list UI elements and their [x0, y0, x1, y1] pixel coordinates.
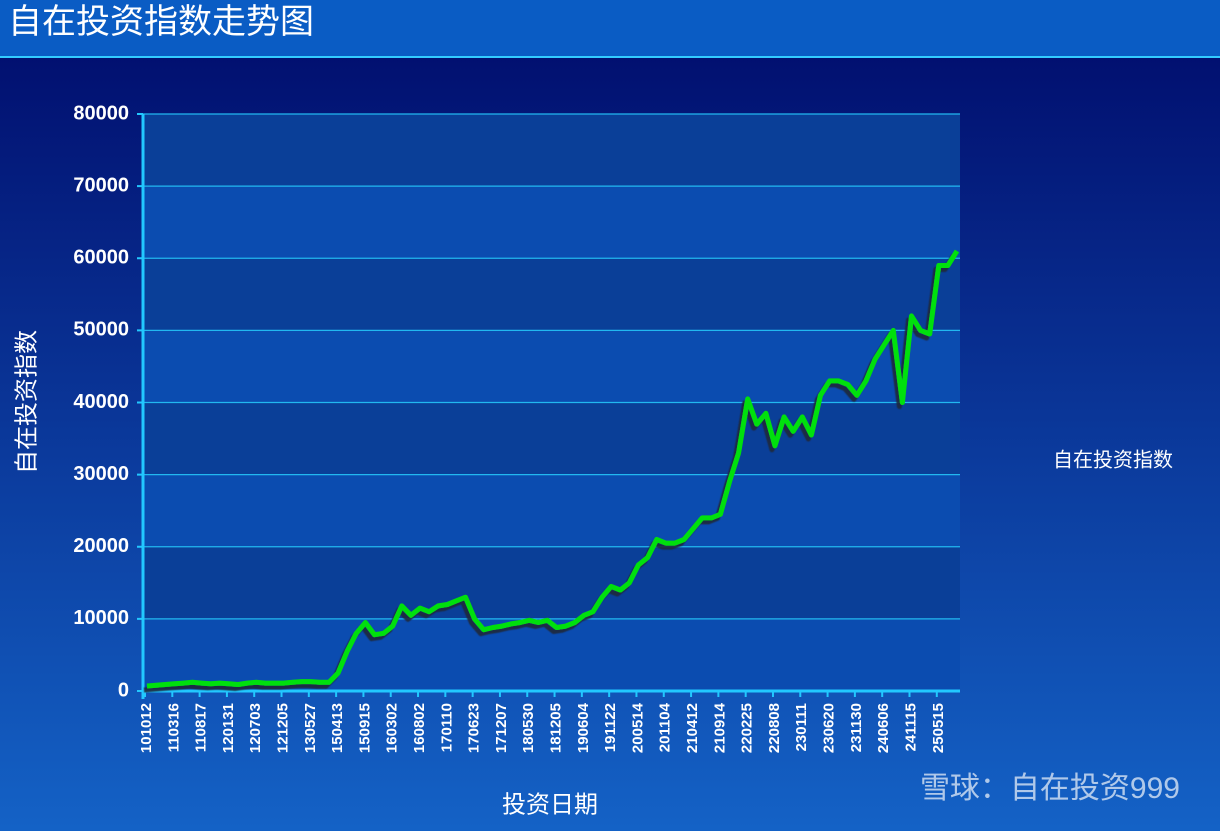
x-tick-label: 130527 [302, 703, 319, 753]
x-tick-label: 181205 [548, 703, 565, 753]
y-axis-label: 自在投资指数 [13, 330, 40, 474]
x-tick-label: 160802 [411, 703, 428, 753]
y-tick-label: 40000 [73, 391, 129, 413]
x-tick-label: 170110 [438, 703, 455, 752]
y-tick-label: 60000 [73, 247, 129, 269]
band [143, 330, 960, 403]
x-tick-label: 150413 [329, 703, 346, 753]
band [143, 474, 960, 547]
x-tick-label: 201104 [657, 702, 674, 752]
x-tick-label: 120131 [220, 703, 237, 753]
watermark: 雪球：自在投资999 [920, 772, 1180, 805]
x-tick-label: 171207 [493, 703, 510, 753]
x-tick-label: 150915 [356, 703, 373, 753]
x-tick-label: 180530 [520, 703, 537, 753]
plot-area: 0 10000 20000 30000 40000 50000 60000 70000 8000… [73, 102, 960, 753]
band [143, 618, 960, 691]
x-tick-label: 230620 [821, 703, 838, 753]
band [143, 114, 960, 187]
x-tick-label: 101012 [138, 703, 155, 753]
y-tick-label: 50000 [73, 319, 129, 341]
x-tick-label: 210914 [711, 702, 728, 753]
band [143, 186, 960, 259]
x-tick-label: 220225 [739, 703, 756, 753]
y-tick-label: 20000 [73, 535, 129, 557]
y-tick-label: 80000 [73, 102, 129, 124]
x-tick-label: 230111 [793, 703, 810, 751]
x-tick-label: 121205 [274, 703, 291, 753]
x-tick-label: 200514 [629, 702, 646, 753]
x-tick-label: 241115 [902, 703, 919, 751]
x-tick-label: 190604 [575, 702, 592, 753]
x-tick-label: 210412 [684, 703, 701, 753]
band [143, 546, 960, 619]
x-tick-label: 160302 [384, 703, 401, 753]
x-tick-label: 120703 [247, 703, 264, 753]
band [143, 258, 960, 331]
x-tick-label: 170623 [466, 703, 483, 753]
y-tick-label: 30000 [73, 463, 129, 485]
title-bar [0, 0, 1220, 56]
x-tick-label: 240606 [875, 703, 892, 753]
x-tick-label: 191122 [602, 703, 619, 752]
band [143, 402, 960, 475]
x-axis-label: 投资日期 [502, 791, 598, 818]
x-tick-label: 250515 [930, 703, 947, 753]
y-tick-label: 0 [118, 679, 129, 701]
chart-title: 自在投资指数走势图 [8, 3, 314, 41]
x-tick-label: 231130 [848, 703, 865, 752]
x-tick-label: 220808 [766, 703, 783, 753]
legend-label: 自在投资指数 [1053, 448, 1173, 471]
y-tick-label: 70000 [73, 174, 129, 196]
x-tick-label: 110817 [193, 703, 210, 752]
x-tick-label: 110316 [165, 703, 182, 752]
data-line [146, 249, 960, 689]
y-tick-label: 10000 [73, 607, 129, 629]
